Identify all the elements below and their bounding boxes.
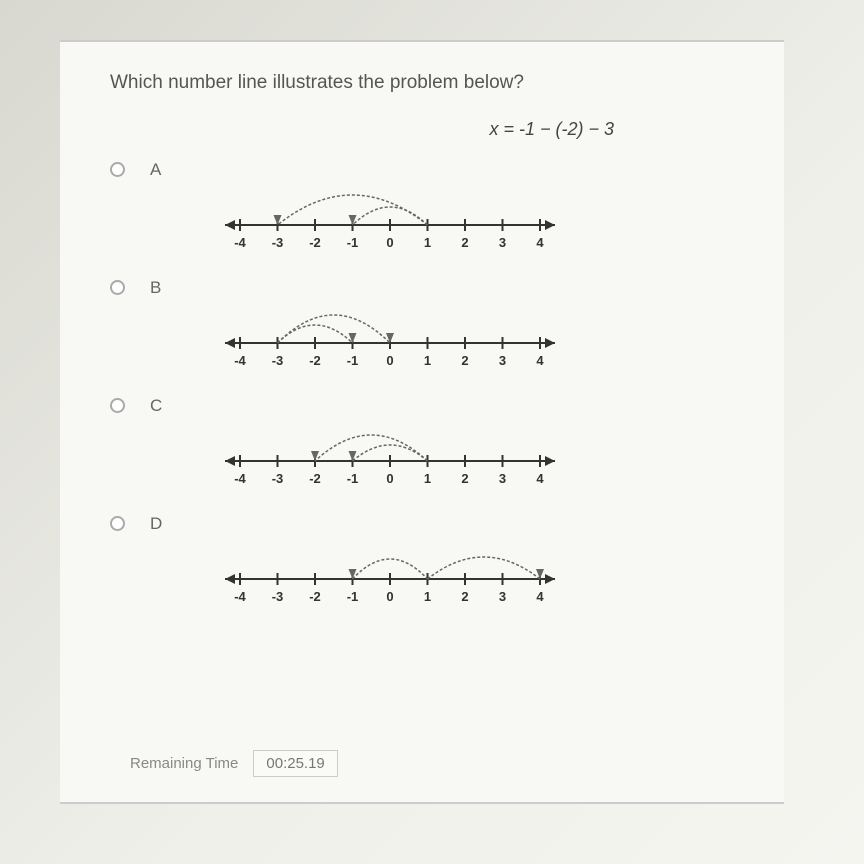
svg-text:-4: -4 — [234, 353, 246, 368]
svg-text:4: 4 — [536, 235, 544, 250]
choice-a[interactable]: A -4 -3 -2 -1 0 1 2 3 4 — [110, 160, 744, 260]
timer-value: 00:25.19 — [253, 750, 337, 777]
svg-text:-3: -3 — [272, 235, 284, 250]
svg-text:0: 0 — [386, 353, 393, 368]
timer-row: Remaining Time 00:25.19 — [130, 750, 338, 777]
svg-text:1: 1 — [424, 589, 431, 604]
svg-text:1: 1 — [424, 235, 431, 250]
choices-container: A -4 -3 -2 -1 0 1 2 3 4 B -4 -3 -2 -1 0 1 2 3 4 C -4 -3 -2 -1 0 1 2… — [110, 160, 744, 614]
svg-text:-1: -1 — [347, 353, 359, 368]
svg-text:0: 0 — [386, 589, 393, 604]
svg-text:2: 2 — [461, 235, 468, 250]
svg-text:3: 3 — [499, 589, 506, 604]
numberline-a: -4 -3 -2 -1 0 1 2 3 4 — [220, 170, 560, 260]
svg-text:-4: -4 — [234, 589, 246, 604]
radio-b[interactable] — [110, 280, 125, 295]
svg-text:0: 0 — [386, 235, 393, 250]
svg-text:2: 2 — [461, 471, 468, 486]
svg-text:-2: -2 — [309, 235, 321, 250]
choice-label: B — [150, 278, 180, 298]
numberline-svg: -4 -3 -2 -1 0 1 2 3 4 — [220, 406, 560, 496]
choice-label: A — [150, 160, 180, 180]
choice-label: C — [150, 396, 180, 416]
question-panel: Which number line illustrates the proble… — [60, 40, 784, 804]
numberline-c: -4 -3 -2 -1 0 1 2 3 4 — [220, 406, 560, 496]
svg-text:-3: -3 — [272, 353, 284, 368]
choice-d[interactable]: D -4 -3 -2 -1 0 1 2 3 4 — [110, 514, 744, 614]
choice-label: D — [150, 514, 180, 534]
svg-text:3: 3 — [499, 353, 506, 368]
svg-text:-1: -1 — [347, 471, 359, 486]
svg-text:2: 2 — [461, 589, 468, 604]
radio-c[interactable] — [110, 398, 125, 413]
svg-text:-2: -2 — [309, 589, 321, 604]
svg-text:-2: -2 — [309, 471, 321, 486]
numberline-d: -4 -3 -2 -1 0 1 2 3 4 — [220, 524, 560, 614]
numberline-svg: -4 -3 -2 -1 0 1 2 3 4 — [220, 524, 560, 614]
choice-b[interactable]: B -4 -3 -2 -1 0 1 2 3 4 — [110, 278, 744, 378]
numberline-b: -4 -3 -2 -1 0 1 2 3 4 — [220, 288, 560, 378]
svg-text:4: 4 — [536, 589, 544, 604]
svg-text:3: 3 — [499, 471, 506, 486]
svg-text:4: 4 — [536, 471, 544, 486]
svg-text:-1: -1 — [347, 589, 359, 604]
svg-text:-1: -1 — [347, 235, 359, 250]
svg-text:0: 0 — [386, 471, 393, 486]
svg-text:-4: -4 — [234, 235, 246, 250]
svg-text:1: 1 — [424, 471, 431, 486]
svg-text:2: 2 — [461, 353, 468, 368]
radio-d[interactable] — [110, 516, 125, 531]
svg-text:3: 3 — [499, 235, 506, 250]
radio-a[interactable] — [110, 162, 125, 177]
svg-text:-3: -3 — [272, 471, 284, 486]
numberline-svg: -4 -3 -2 -1 0 1 2 3 4 — [220, 288, 560, 378]
timer-label: Remaining Time — [130, 755, 238, 772]
numberline-svg: -4 -3 -2 -1 0 1 2 3 4 — [220, 170, 560, 260]
question-text: Which number line illustrates the proble… — [110, 72, 744, 94]
svg-text:1: 1 — [424, 353, 431, 368]
svg-text:-3: -3 — [272, 589, 284, 604]
equation-text: x = -1 − (-2) − 3 — [110, 119, 744, 140]
svg-text:-4: -4 — [234, 471, 246, 486]
choice-c[interactable]: C -4 -3 -2 -1 0 1 2 3 4 — [110, 396, 744, 496]
svg-text:4: 4 — [536, 353, 544, 368]
svg-text:-2: -2 — [309, 353, 321, 368]
